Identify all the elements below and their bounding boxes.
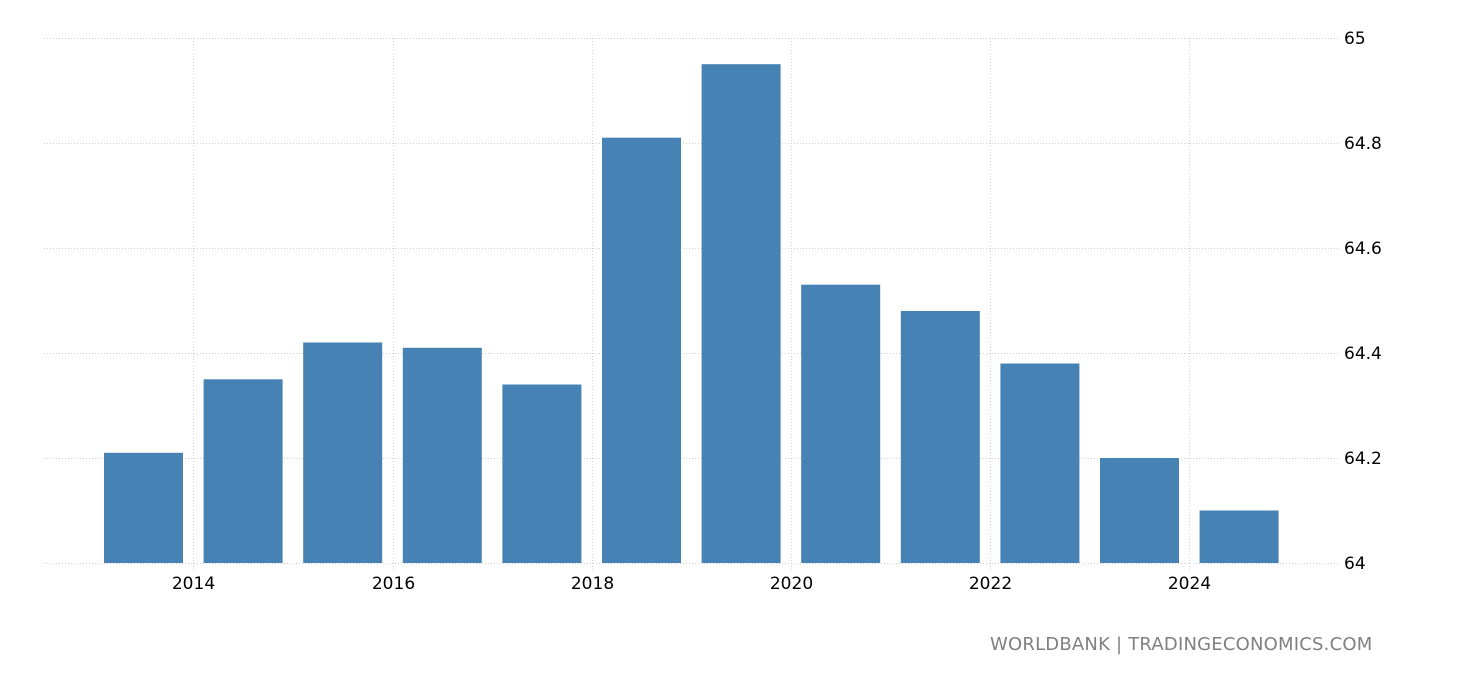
bar-2017[interactable] — [502, 384, 582, 564]
bar-2019[interactable] — [701, 64, 781, 563]
y-tick-label: 64.8 — [1344, 133, 1382, 154]
x-tick-label: 2014 — [171, 574, 216, 594]
y-tick-label: 64 — [1344, 553, 1366, 574]
y-tick-label: 65 — [1344, 28, 1366, 49]
y-tick-label: 64.4 — [1344, 343, 1382, 364]
bar-2023[interactable] — [1100, 458, 1179, 563]
x-tick-label: 2024 — [1167, 574, 1212, 594]
bar-2024[interactable] — [1199, 510, 1279, 564]
bar-2016[interactable] — [402, 347, 482, 563]
y-tick-label: 64.6 — [1344, 238, 1382, 259]
bar-2021[interactable] — [900, 311, 980, 563]
bar-2015[interactable] — [303, 342, 383, 564]
bar-2013[interactable] — [104, 452, 183, 563]
x-tick-label: 2020 — [769, 574, 814, 594]
bar-2014[interactable] — [203, 379, 283, 563]
x-tick-label: 2022 — [968, 574, 1013, 594]
bar-2022[interactable] — [1000, 363, 1080, 564]
source-attribution: WORLDBANK | TRADINGECONOMICS.COM — [990, 634, 1373, 655]
y-tick-label: 64.2 — [1344, 448, 1382, 469]
x-tick-label: 2016 — [371, 574, 416, 594]
x-tick-label: 2018 — [570, 574, 615, 594]
bar-2018[interactable] — [602, 137, 681, 563]
bar-2020[interactable] — [801, 284, 881, 563]
